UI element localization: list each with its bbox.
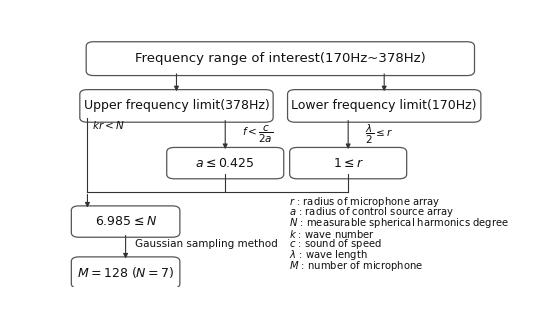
FancyBboxPatch shape xyxy=(288,89,481,122)
FancyBboxPatch shape xyxy=(167,147,284,179)
Text: $a$ : radius of control source array: $a$ : radius of control source array xyxy=(289,205,455,219)
Text: Lower frequency limit(170Hz): Lower frequency limit(170Hz) xyxy=(292,99,477,112)
Text: $k$ : wave number: $k$ : wave number xyxy=(289,228,375,240)
Text: $c$ : sound of speed: $c$ : sound of speed xyxy=(289,237,382,251)
Text: Upper frequency limit(378Hz): Upper frequency limit(378Hz) xyxy=(84,99,269,112)
Text: $\lambda$ : wave length: $\lambda$ : wave length xyxy=(289,248,368,262)
FancyBboxPatch shape xyxy=(71,257,180,288)
FancyBboxPatch shape xyxy=(86,42,474,76)
Text: $kr < N$: $kr < N$ xyxy=(92,119,125,130)
Text: $r$ : radius of microphone array: $r$ : radius of microphone array xyxy=(289,195,440,209)
Text: $a \leq 0.425$: $a \leq 0.425$ xyxy=(195,157,255,170)
Text: $\dfrac{\lambda}{2} \leq r$: $\dfrac{\lambda}{2} \leq r$ xyxy=(365,123,393,146)
Text: $1 \leq r$: $1 \leq r$ xyxy=(333,157,364,170)
FancyBboxPatch shape xyxy=(80,89,273,122)
FancyBboxPatch shape xyxy=(71,206,180,237)
Text: $f < \dfrac{c}{2a}$: $f < \dfrac{c}{2a}$ xyxy=(242,124,274,145)
Text: $M = 128\ (N = 7)$: $M = 128\ (N = 7)$ xyxy=(77,265,174,280)
Text: $6.985 \leq N$: $6.985 \leq N$ xyxy=(95,215,156,228)
Text: Frequency range of interest(170Hz~378Hz): Frequency range of interest(170Hz~378Hz) xyxy=(135,52,426,65)
Text: $N$ : measurable spherical harmonics degree: $N$ : measurable spherical harmonics deg… xyxy=(289,216,509,230)
FancyBboxPatch shape xyxy=(290,147,406,179)
Text: $M$ : number of microphone: $M$ : number of microphone xyxy=(289,259,423,273)
Text: Gaussian sampling method: Gaussian sampling method xyxy=(135,239,278,249)
